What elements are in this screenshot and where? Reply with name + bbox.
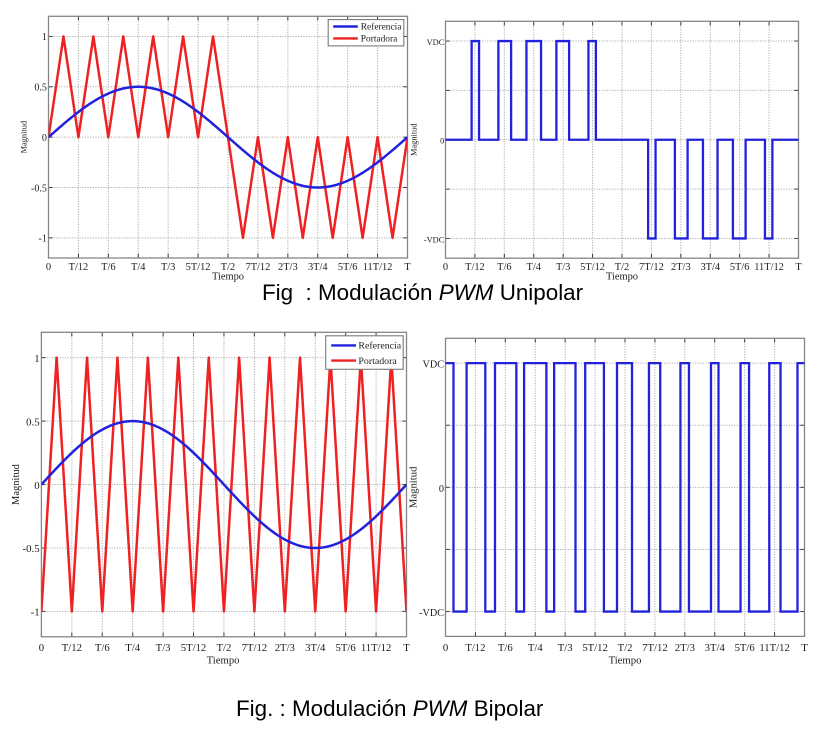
svg-text:T/4: T/4 (131, 262, 146, 273)
svg-text:T/12: T/12 (465, 262, 485, 273)
svg-text:Magnitud: Magnitud (20, 120, 29, 153)
svg-text:Referencia: Referencia (361, 22, 402, 33)
svg-text:Tiempo: Tiempo (609, 654, 642, 666)
svg-text:-1: -1 (31, 607, 40, 619)
svg-text:5T/6: 5T/6 (735, 642, 756, 654)
svg-text:11T/12: 11T/12 (361, 642, 391, 654)
svg-text:T: T (404, 262, 411, 273)
svg-text:T/2: T/2 (217, 642, 232, 654)
svg-text:0: 0 (443, 642, 448, 654)
svg-text:7T/12: 7T/12 (642, 642, 668, 654)
svg-text:Portadora: Portadora (361, 35, 398, 45)
svg-text:T/6: T/6 (498, 642, 513, 654)
svg-text:T: T (403, 642, 410, 654)
svg-text:T/3: T/3 (556, 262, 570, 273)
svg-text:-VDC: -VDC (419, 608, 444, 619)
svg-text:5T/12: 5T/12 (186, 262, 211, 273)
svg-text:3T/4: 3T/4 (308, 262, 328, 273)
svg-text:Referencia: Referencia (358, 341, 401, 352)
svg-text:-0.5: -0.5 (23, 543, 40, 555)
svg-text:T/6: T/6 (101, 262, 115, 273)
svg-text:3T/4: 3T/4 (700, 262, 720, 273)
svg-text:Tiempo: Tiempo (212, 272, 244, 283)
svg-text:2T/3: 2T/3 (675, 642, 695, 654)
svg-text:0.5: 0.5 (26, 416, 40, 428)
svg-text:5T/12: 5T/12 (580, 262, 605, 273)
svg-text:11T/12: 11T/12 (759, 642, 789, 654)
svg-text:T/12: T/12 (69, 262, 89, 273)
svg-text:3T/4: 3T/4 (305, 642, 326, 654)
svg-text:0: 0 (440, 137, 444, 146)
svg-text:Magnitud: Magnitud (11, 463, 22, 505)
svg-text:Portadora: Portadora (358, 356, 397, 367)
svg-text:2T/3: 2T/3 (278, 262, 298, 273)
svg-text:VDC: VDC (422, 360, 444, 371)
svg-text:T/3: T/3 (156, 642, 171, 654)
svg-text:0: 0 (46, 262, 51, 273)
svg-text:7T/12: 7T/12 (639, 262, 664, 273)
svg-text:0: 0 (39, 642, 44, 654)
svg-text:T: T (801, 642, 808, 654)
svg-text:Magnitud: Magnitud (407, 466, 419, 508)
svg-text:T/2: T/2 (615, 262, 629, 273)
svg-text:T/2: T/2 (618, 642, 633, 654)
svg-text:T/3: T/3 (558, 642, 573, 654)
svg-text:Magnitud: Magnitud (409, 123, 418, 156)
svg-text:T/4: T/4 (528, 642, 543, 654)
svg-text:1: 1 (34, 353, 39, 365)
svg-text:5T/6: 5T/6 (338, 262, 358, 273)
svg-text:T: T (795, 262, 802, 273)
svg-text:5T/6: 5T/6 (730, 262, 750, 273)
svg-text:T/12: T/12 (62, 642, 82, 654)
svg-text:Tiempo: Tiempo (606, 272, 638, 283)
svg-text:0: 0 (443, 262, 448, 273)
svg-text:11T/12: 11T/12 (754, 262, 784, 273)
svg-text:T/6: T/6 (95, 642, 110, 654)
svg-text:0: 0 (34, 480, 39, 492)
svg-text:Tiempo: Tiempo (207, 654, 240, 666)
svg-text:1: 1 (42, 32, 47, 43)
svg-text:7T/12: 7T/12 (246, 262, 271, 273)
svg-text:2T/3: 2T/3 (275, 642, 295, 654)
svg-text:0.5: 0.5 (34, 83, 47, 94)
svg-text:T/3: T/3 (161, 262, 175, 273)
svg-text:T/4: T/4 (125, 642, 140, 654)
svg-text:-VDC: -VDC (424, 235, 445, 244)
svg-text:11T/12: 11T/12 (363, 262, 393, 273)
svg-text:VDC: VDC (427, 38, 445, 47)
svg-text:0: 0 (42, 133, 47, 144)
svg-text:5T/6: 5T/6 (336, 642, 357, 654)
svg-text:T/6: T/6 (497, 262, 511, 273)
svg-text:T/12: T/12 (465, 642, 485, 654)
svg-text:T/2: T/2 (221, 262, 235, 273)
svg-text:-0.5: -0.5 (31, 183, 47, 194)
svg-text:2T/3: 2T/3 (671, 262, 691, 273)
svg-text:3T/4: 3T/4 (705, 642, 726, 654)
svg-text:5T/12: 5T/12 (181, 642, 207, 654)
svg-text:7T/12: 7T/12 (242, 642, 268, 654)
svg-text:5T/12: 5T/12 (582, 642, 608, 654)
svg-text:-1: -1 (39, 234, 47, 245)
svg-text:0: 0 (439, 484, 444, 495)
svg-text:T/4: T/4 (527, 262, 542, 273)
